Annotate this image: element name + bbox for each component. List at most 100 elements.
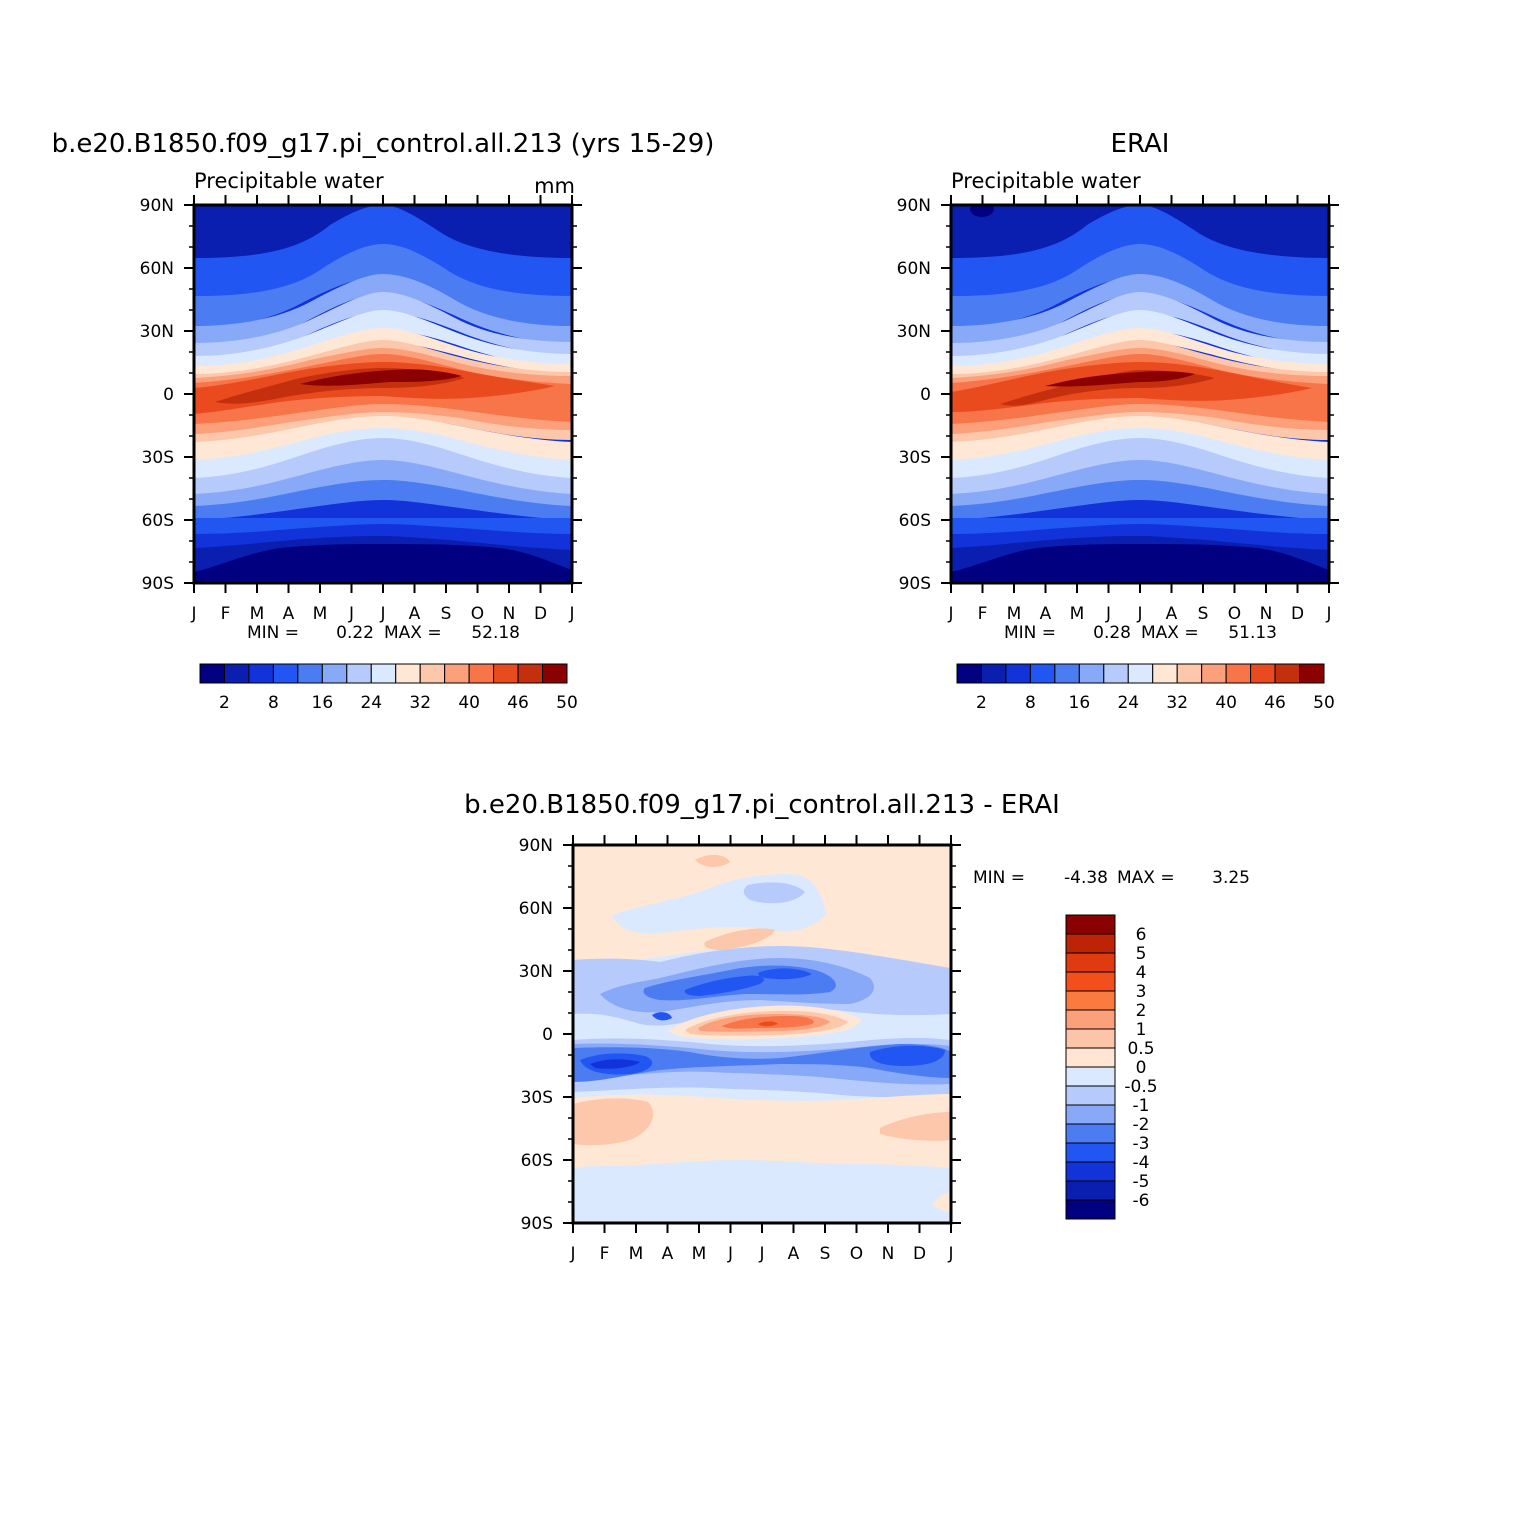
model-colorbar-label: 16 — [312, 693, 334, 713]
model-colorbar-label: 50 — [556, 693, 578, 713]
erai-colorbar-label: 2 — [976, 693, 987, 713]
diff-colorbar-label: -2 — [1133, 1115, 1150, 1135]
diff-colorbar-box — [1065, 1142, 1116, 1163]
diff-colorbar-box — [1065, 1047, 1116, 1068]
erai-x-tick-label: A — [1040, 604, 1052, 624]
diff-x-tick-label: D — [913, 1244, 926, 1264]
diff-colorbar-box — [1065, 1104, 1116, 1125]
model-panel: b.e20.B1850.f09_g17.pi_control.all.213 (… — [52, 129, 715, 713]
erai-colorbar-box — [1078, 663, 1105, 684]
erai-x-tick-label: J — [1105, 604, 1111, 624]
erai-x-tick-label: J — [1136, 604, 1142, 624]
diff-colorbar-label: 2 — [1136, 1001, 1147, 1021]
diff-max-label: MAX = — [1117, 868, 1175, 888]
model-y-tick-label: 30N — [140, 322, 174, 342]
model-max-value: 52.18 — [471, 623, 520, 643]
erai-colorbar-box — [1201, 663, 1227, 684]
diff-colorbar-label: 0.5 — [1127, 1039, 1154, 1059]
erai-max-label: MAX = — [1141, 623, 1199, 643]
diff-min-label: MIN = — [973, 868, 1025, 888]
diff-colorbar-box — [1065, 1028, 1116, 1049]
diff-x-tick-label: N — [882, 1244, 895, 1264]
erai-colorbar-label: 40 — [1215, 693, 1237, 713]
diff-colorbar-box — [1065, 971, 1116, 992]
model-colorbar-label: 24 — [360, 693, 382, 713]
model-x-tick-label: F — [221, 604, 231, 624]
model-contour-field — [194, 205, 572, 583]
model-y-tick-label: 0 — [163, 385, 174, 405]
model-colorbar-box — [272, 663, 299, 684]
diff-colorbar-box — [1065, 1009, 1116, 1030]
model-x-tick-label: D — [534, 604, 547, 624]
erai-colorbar-box — [1127, 663, 1154, 684]
erai-colorbar-label: 16 — [1069, 693, 1091, 713]
diff-x-tick-label: F — [600, 1244, 610, 1264]
model-colorbar-label: 2 — [219, 693, 230, 713]
model-colorbar-box — [395, 663, 421, 684]
model-x-tick-label: J — [379, 604, 385, 624]
erai-colorbar-box — [956, 663, 982, 684]
diff-x-tick-label: A — [662, 1244, 674, 1264]
model-y-tick-label: 60S — [142, 511, 174, 531]
model-colorbar-box — [419, 663, 446, 684]
model-x-tick-label: S — [441, 604, 452, 624]
model-colorbar-box — [444, 663, 470, 684]
model-colorbar-label: 32 — [409, 693, 431, 713]
diff-y-tick-label: 60N — [519, 899, 553, 919]
erai-colorbar-label: 46 — [1264, 693, 1286, 713]
difference-panel: b.e20.B1850.f09_g17.pi_control.all.213 -… — [464, 790, 1250, 1264]
model-colorbar-box — [346, 663, 372, 684]
model-x-tick-label: M — [250, 604, 265, 624]
erai-colorbar-box — [1005, 663, 1031, 684]
model-subtitle-right: mm — [534, 174, 575, 198]
model-colorbar-box — [223, 663, 250, 684]
diff-colorbar-box — [1065, 1066, 1116, 1087]
diff-contour-field — [573, 845, 951, 1223]
erai-max-value: 51.13 — [1228, 623, 1277, 643]
erai-colorbar-box — [1152, 663, 1178, 684]
diff-colorbar-box — [1065, 1161, 1116, 1182]
erai-colorbar-box — [1274, 663, 1301, 684]
erai-x-tick-label: F — [978, 604, 988, 624]
diff-title: b.e20.B1850.f09_g17.pi_control.all.213 -… — [464, 790, 1060, 820]
diff-y-tick-label: 0 — [542, 1025, 553, 1045]
model-colorbar-label: 40 — [458, 693, 480, 713]
erai-colorbar-label: 32 — [1166, 693, 1188, 713]
erai-colorbar-box — [980, 663, 1007, 684]
erai-y-tick-label: 60N — [897, 259, 931, 279]
erai-panel: ERAI Precipitable water — [897, 129, 1339, 713]
diff-y-tick-label: 60S — [521, 1151, 553, 1171]
diff-colorbar-label: 4 — [1136, 963, 1147, 983]
diff-max-value: 3.25 — [1212, 868, 1250, 888]
diff-colorbar-box — [1065, 1123, 1116, 1144]
erai-y-tick-label: 90N — [897, 196, 931, 216]
diff-y-tick-label: 30N — [519, 962, 553, 982]
erai-colorbar-label: 8 — [1025, 693, 1036, 713]
erai-x-tick-label: J — [947, 604, 953, 624]
model-colorbar-box — [542, 663, 568, 684]
model-x-tick-label: A — [409, 604, 421, 624]
erai-subtitle-left: Precipitable water — [951, 169, 1141, 193]
model-x-tick-label: J — [190, 604, 196, 624]
model-y-tick-label: 90N — [140, 196, 174, 216]
diff-x-tick-label: J — [758, 1244, 764, 1264]
model-colorbar-box — [199, 663, 225, 684]
diff-y-tick-label: 30S — [521, 1088, 553, 1108]
erai-x-tick-label: S — [1198, 604, 1209, 624]
model-x-tick-label: A — [283, 604, 295, 624]
model-x-tick-label: M — [313, 604, 328, 624]
diff-colorbar-label: -1 — [1133, 1096, 1150, 1116]
diff-x-tick-label: M — [692, 1244, 707, 1264]
diff-x-tick-label: J — [947, 1244, 953, 1264]
diff-x-tick-label: J — [569, 1244, 575, 1264]
diff-x-tick-label: S — [820, 1244, 831, 1264]
diff-y-tick-label: 90S — [521, 1214, 553, 1234]
erai-x-tick-label: D — [1291, 604, 1304, 624]
model-max-label: MAX = — [384, 623, 442, 643]
diff-colorbar-label: 0 — [1136, 1058, 1147, 1078]
model-title: b.e20.B1850.f09_g17.pi_control.all.213 (… — [52, 129, 715, 159]
model-colorbar-box — [248, 663, 274, 684]
